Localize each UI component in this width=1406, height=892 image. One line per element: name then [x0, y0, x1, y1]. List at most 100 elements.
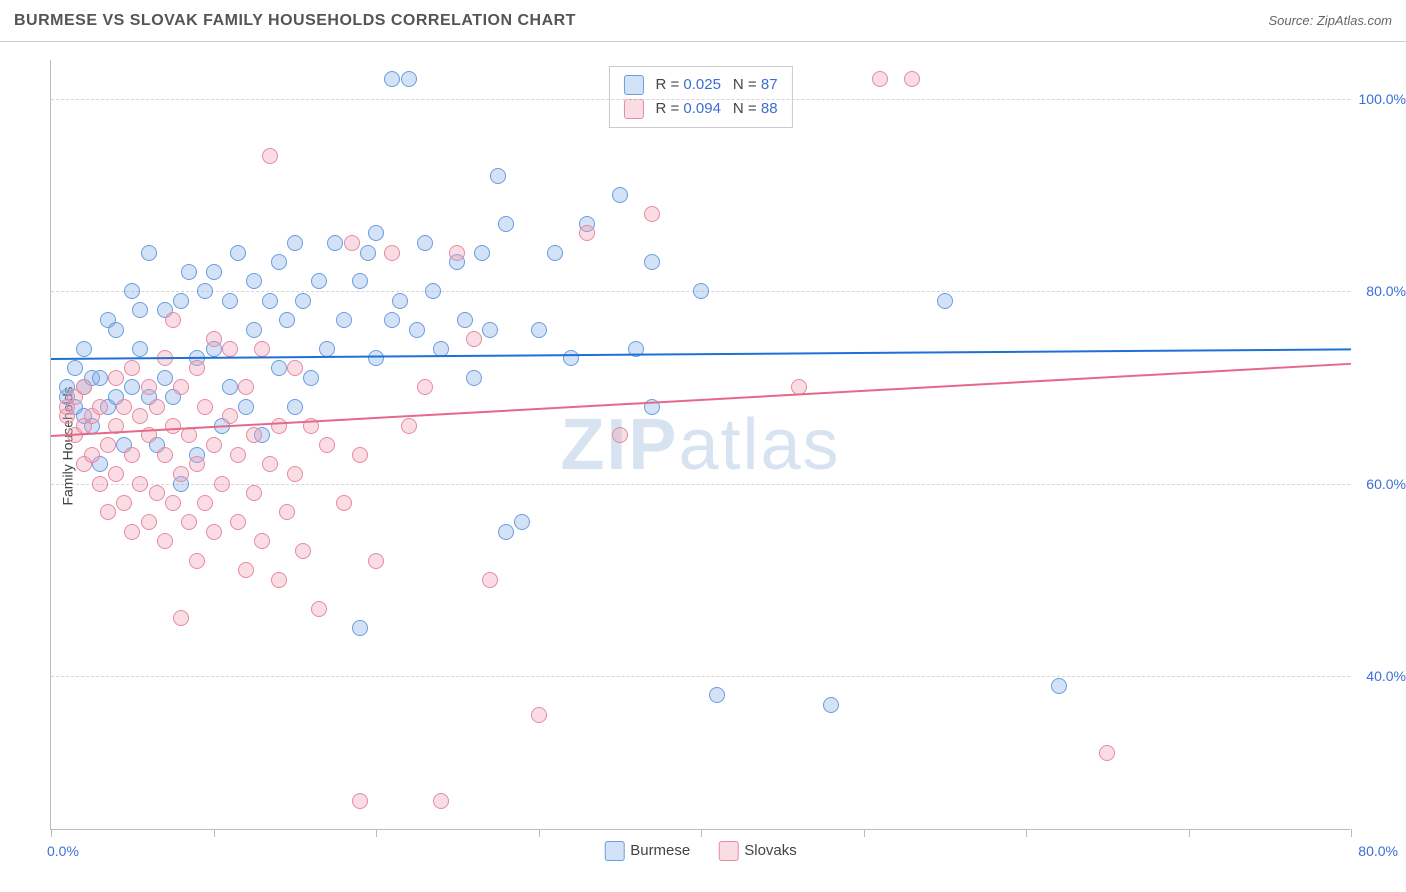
data-point	[693, 283, 709, 299]
data-point	[425, 283, 441, 299]
gridline-h	[51, 99, 1350, 100]
data-point	[92, 476, 108, 492]
data-point	[547, 245, 563, 261]
r-label: R = 0.025	[655, 73, 720, 97]
data-point	[189, 456, 205, 472]
data-point	[108, 466, 124, 482]
legend-label: Burmese	[630, 842, 690, 859]
data-point	[238, 399, 254, 415]
data-point	[197, 495, 213, 511]
data-point	[709, 687, 725, 703]
legend-swatch	[623, 75, 643, 95]
data-point	[271, 254, 287, 270]
data-point	[108, 322, 124, 338]
data-point	[67, 360, 83, 376]
data-point	[449, 245, 465, 261]
data-point	[514, 514, 530, 530]
data-point	[165, 312, 181, 328]
data-point	[173, 379, 189, 395]
data-point	[279, 504, 295, 520]
data-point	[498, 524, 514, 540]
data-point	[124, 447, 140, 463]
data-point	[254, 533, 270, 549]
data-point	[189, 553, 205, 569]
data-point	[76, 379, 92, 395]
data-point	[287, 360, 303, 376]
data-point	[368, 553, 384, 569]
x-tick	[539, 829, 540, 837]
data-point	[230, 514, 246, 530]
data-point	[222, 341, 238, 357]
data-point	[872, 71, 888, 87]
data-point	[84, 447, 100, 463]
data-point	[230, 245, 246, 261]
x-tick	[376, 829, 377, 837]
data-point	[311, 273, 327, 289]
data-point	[92, 399, 108, 415]
legend-label: Slovaks	[744, 842, 797, 859]
series-legend: Burmese Slovaks	[604, 841, 797, 861]
data-point	[937, 293, 953, 309]
plot-area: ZIPatlas R = 0.025N = 87R = 0.094N = 88 …	[50, 60, 1350, 830]
data-point	[612, 187, 628, 203]
data-point	[262, 456, 278, 472]
watermark: ZIPatlas	[560, 404, 840, 486]
data-point	[498, 216, 514, 232]
x-tick	[701, 829, 702, 837]
y-tick-label: 100.0%	[1359, 91, 1406, 107]
data-point	[173, 293, 189, 309]
data-point	[368, 350, 384, 366]
data-point	[327, 235, 343, 251]
data-point	[311, 601, 327, 617]
data-point	[563, 350, 579, 366]
y-tick-label: 80.0%	[1366, 283, 1406, 299]
data-point	[222, 293, 238, 309]
data-point	[352, 447, 368, 463]
data-point	[384, 245, 400, 261]
correlation-legend: R = 0.025N = 87R = 0.094N = 88	[608, 66, 792, 128]
data-point	[124, 379, 140, 395]
data-point	[124, 283, 140, 299]
x-tick	[1189, 829, 1190, 837]
x-tick	[864, 829, 865, 837]
x-tick-label: 80.0%	[1358, 843, 1398, 859]
x-tick	[51, 829, 52, 837]
r-label: R = 0.094	[655, 97, 720, 121]
chart-header: BURMESE VS SLOVAK FAMILY HOUSEHOLDS CORR…	[0, 0, 1406, 42]
data-point	[132, 302, 148, 318]
data-point	[124, 524, 140, 540]
data-point	[409, 322, 425, 338]
y-tick-label: 60.0%	[1366, 476, 1406, 492]
data-point	[579, 225, 595, 241]
data-point	[531, 322, 547, 338]
data-point	[352, 273, 368, 289]
data-point	[271, 418, 287, 434]
data-point	[644, 254, 660, 270]
data-point	[384, 71, 400, 87]
data-point	[246, 485, 262, 501]
data-point	[197, 399, 213, 415]
data-point	[1051, 678, 1067, 694]
legend-swatch	[718, 841, 738, 861]
data-point	[287, 466, 303, 482]
data-point	[108, 370, 124, 386]
data-point	[149, 399, 165, 415]
x-tick	[1351, 829, 1352, 837]
data-point	[246, 322, 262, 338]
data-point	[823, 697, 839, 713]
legend-row: R = 0.025 N = 87	[623, 73, 777, 97]
n-label: N = 87	[733, 73, 778, 97]
data-point	[287, 399, 303, 415]
data-point	[124, 360, 140, 376]
legend-item: Slovaks	[718, 841, 797, 861]
gridline-h	[51, 676, 1350, 677]
data-point	[222, 379, 238, 395]
y-tick-label: 40.0%	[1366, 668, 1406, 684]
data-point	[490, 168, 506, 184]
data-point	[157, 447, 173, 463]
data-point	[206, 524, 222, 540]
data-point	[279, 312, 295, 328]
data-point	[474, 245, 490, 261]
data-point	[344, 235, 360, 251]
legend-swatch	[604, 841, 624, 861]
